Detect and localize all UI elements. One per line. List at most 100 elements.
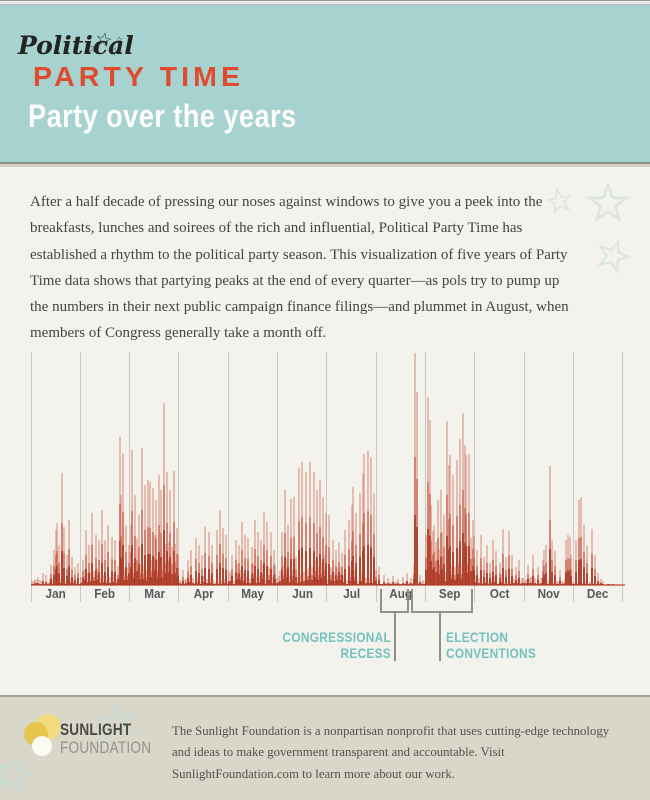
chart-bar [349,570,352,585]
chart-bar [204,553,207,585]
chart-bar [287,525,289,585]
chart-bar [574,560,577,585]
sunlight-org-sub: FOUNDATION [60,738,152,757]
chart-bar [175,553,178,585]
chart-bar [272,565,275,585]
star-icon [546,188,572,215]
chart-bar [58,563,60,585]
chart-bar [170,547,173,585]
chart-bar [142,564,145,585]
chart-bar [363,545,366,585]
chart-bar [471,520,474,585]
chart-bar [551,540,553,585]
chart-bar [225,557,227,585]
chart-bar [352,555,355,585]
chart-bar [361,523,364,585]
chart-bar [314,559,317,585]
page-title: Party over the years [28,98,297,134]
chart-bar [485,563,488,585]
chart-bar [215,530,218,585]
chart-bar [118,503,121,585]
footer [0,695,650,800]
month-label: Mar [143,586,165,601]
chart-bar [104,540,107,585]
chart-bar [301,548,304,585]
annotation-line: ELECTION [446,629,509,645]
chart-bar [148,528,151,585]
chart-bar [279,571,282,585]
chart-bar [285,558,288,585]
chart-bar [455,460,458,585]
chart-bar [101,562,103,585]
month-label: Nov [537,586,560,601]
chart-bar [256,569,259,585]
chart-bar [469,559,472,585]
chart-bar [131,510,134,585]
chart-bar [256,532,259,585]
chart-bar [253,565,256,585]
chart-bar [151,531,154,585]
chart-bar [501,529,504,585]
chart-bar [260,571,262,585]
chart-bar [136,538,138,585]
chart-bar [431,568,434,585]
chart-bar [283,556,286,585]
chart-bar [172,522,175,585]
annotation-line: CONVENTIONS [446,645,537,661]
chart-bar [323,568,326,585]
chart-bar [158,524,161,585]
chart-bar [253,549,256,585]
chart-bar [543,565,546,585]
chart-bar [218,562,221,585]
chart-bar [225,535,227,585]
chart-bar [83,568,86,585]
chart-bar [169,490,172,585]
chart-bar [447,549,450,585]
chart-bar [465,513,468,585]
chart-bar [94,557,97,585]
chart-bar [97,540,100,585]
annotation-line: CONGRESSIONAL [282,629,391,645]
chart-bar [463,543,466,585]
chart-bar [366,511,369,585]
chart-bar [194,538,197,585]
chart-bar [414,353,417,585]
chart-bar [586,563,588,585]
chart-bar [58,545,60,585]
chart-bar [492,571,495,585]
chart-bar [132,562,135,585]
chart-bar [124,525,127,585]
chart-bar [97,571,100,585]
chart-bar [266,550,269,585]
chart-bar [247,570,250,585]
chart-bar [446,535,449,585]
chart-bar [471,565,474,585]
chart-bar [285,570,288,585]
chart-bar [372,534,375,585]
chart-bar [568,558,571,585]
chart-bar [54,530,57,585]
chart-bar [532,555,534,585]
chart-bar [280,569,283,585]
chart-bar [344,568,347,585]
chart-bar [434,561,437,585]
chart-bar [544,563,547,585]
chart-bar [457,549,460,585]
chart-bar [91,545,94,585]
chart-bar [163,530,165,585]
chart-bar [315,532,318,585]
chart-bar [482,557,485,585]
chart-bar [290,499,293,585]
chart-bar [427,397,429,585]
chart-bar [163,484,165,585]
chart-bar [304,522,307,585]
chart-gridline [424,352,426,602]
chart-bar [322,536,324,585]
chart-bar [73,567,76,585]
chart-bar [594,555,596,585]
chart-bar [433,552,436,585]
chart-bar [166,551,169,585]
chart-bar [169,556,172,585]
chart-bar [161,557,164,585]
